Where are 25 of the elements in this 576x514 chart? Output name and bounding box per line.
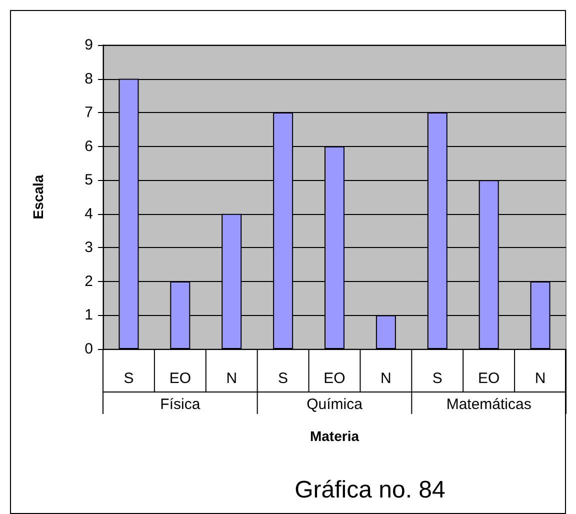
x-tick-label: S bbox=[124, 370, 134, 387]
x-tick-label: N bbox=[226, 370, 238, 387]
y-tick-label: 1 bbox=[84, 306, 93, 324]
y-tick-label: 2 bbox=[84, 272, 93, 290]
x-tick-label: N bbox=[534, 370, 546, 387]
x-tick-label: N bbox=[380, 370, 392, 387]
y-tick-label: 9 bbox=[84, 36, 93, 54]
y-axis-title: Escala bbox=[30, 174, 46, 220]
x-tick-label: S bbox=[278, 370, 288, 387]
y-tick-label: 4 bbox=[84, 205, 93, 222]
y-tick-label: 0 bbox=[84, 340, 93, 358]
x-tick-label: EO bbox=[478, 370, 500, 387]
x-tick-label: S bbox=[432, 370, 442, 387]
text: Gráfica no. 84 bbox=[294, 476, 446, 504]
text: Química bbox=[306, 396, 364, 413]
y-tick-label: 6 bbox=[84, 138, 93, 155]
y-tick-label: 7 bbox=[84, 104, 93, 122]
text: Física bbox=[160, 396, 201, 413]
text: Matemáticas bbox=[446, 396, 532, 413]
x-tick-label: EO bbox=[169, 370, 192, 387]
x-axis-title: Materia bbox=[310, 428, 360, 444]
y-tick-label: 5 bbox=[84, 172, 93, 189]
y-tick-label: 8 bbox=[84, 70, 93, 88]
x-tick-label: EO bbox=[324, 370, 346, 387]
y-tick-label: 3 bbox=[84, 239, 93, 256]
